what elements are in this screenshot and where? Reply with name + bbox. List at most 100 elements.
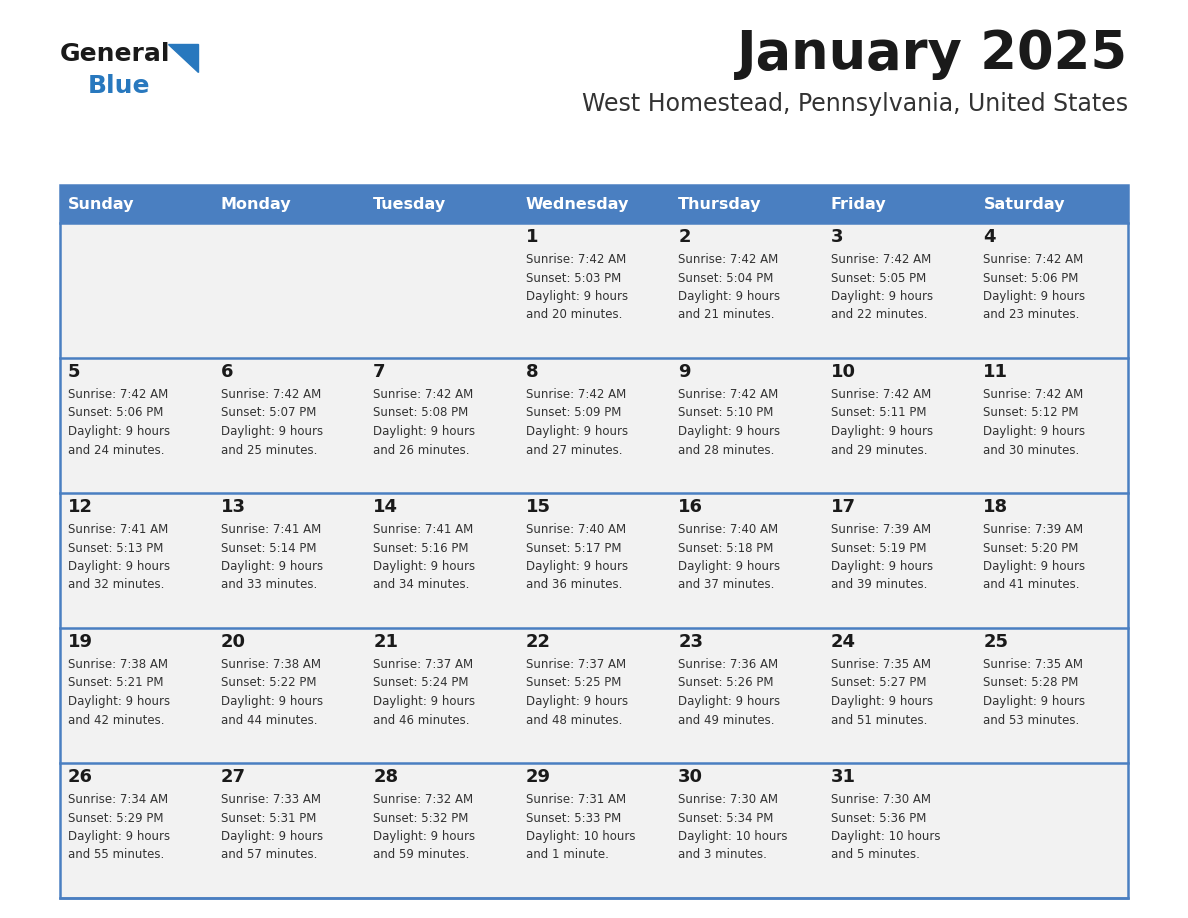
Text: Sunrise: 7:40 AM: Sunrise: 7:40 AM [678, 523, 778, 536]
Text: Sunrise: 7:39 AM: Sunrise: 7:39 AM [830, 523, 931, 536]
Text: 31: 31 [830, 768, 855, 786]
Text: Daylight: 9 hours: Daylight: 9 hours [526, 560, 627, 573]
Bar [823, 223, 975, 358]
Text: 9: 9 [678, 363, 690, 381]
Text: Daylight: 9 hours: Daylight: 9 hours [221, 830, 323, 843]
Bar [61, 223, 213, 358]
Text: Sunrise: 7:40 AM: Sunrise: 7:40 AM [526, 523, 626, 536]
Bar [518, 185, 670, 223]
Text: and 3 minutes.: and 3 minutes. [678, 848, 767, 861]
Text: Daylight: 9 hours: Daylight: 9 hours [678, 560, 781, 573]
Text: 30: 30 [678, 768, 703, 786]
Text: Thursday: Thursday [678, 196, 762, 211]
Bar [61, 358, 213, 493]
Text: 6: 6 [221, 363, 233, 381]
Bar [365, 185, 518, 223]
Text: Saturday: Saturday [984, 196, 1064, 211]
Bar [61, 185, 1127, 898]
Text: Sunset: 5:06 PM: Sunset: 5:06 PM [984, 272, 1079, 285]
Text: and 24 minutes.: and 24 minutes. [68, 443, 164, 456]
Text: 2: 2 [678, 228, 690, 246]
Text: Sunrise: 7:32 AM: Sunrise: 7:32 AM [373, 793, 473, 806]
Bar [213, 185, 365, 223]
Bar [975, 358, 1127, 493]
Text: Sunrise: 7:41 AM: Sunrise: 7:41 AM [68, 523, 169, 536]
Bar [975, 628, 1127, 763]
Text: Sunrise: 7:42 AM: Sunrise: 7:42 AM [526, 253, 626, 266]
Text: Sunrise: 7:38 AM: Sunrise: 7:38 AM [221, 658, 321, 671]
Text: Daylight: 9 hours: Daylight: 9 hours [68, 830, 170, 843]
Text: Tuesday: Tuesday [373, 196, 447, 211]
Text: Sunset: 5:13 PM: Sunset: 5:13 PM [68, 542, 164, 554]
Text: and 32 minutes.: and 32 minutes. [68, 578, 164, 591]
Bar [213, 493, 365, 628]
Text: Daylight: 9 hours: Daylight: 9 hours [373, 425, 475, 438]
Text: Sunset: 5:36 PM: Sunset: 5:36 PM [830, 812, 927, 824]
Text: Sunset: 5:33 PM: Sunset: 5:33 PM [526, 812, 621, 824]
Text: 4: 4 [984, 228, 996, 246]
Bar [61, 493, 213, 628]
Text: Sunday: Sunday [68, 196, 134, 211]
Bar [823, 628, 975, 763]
Text: Sunset: 5:10 PM: Sunset: 5:10 PM [678, 407, 773, 420]
Bar [975, 223, 1127, 358]
Text: 28: 28 [373, 768, 398, 786]
Text: Daylight: 9 hours: Daylight: 9 hours [68, 695, 170, 708]
Text: Sunset: 5:04 PM: Sunset: 5:04 PM [678, 272, 773, 285]
Text: 23: 23 [678, 633, 703, 651]
Text: Sunrise: 7:42 AM: Sunrise: 7:42 AM [678, 388, 778, 401]
Text: and 48 minutes.: and 48 minutes. [526, 713, 623, 726]
Text: Sunset: 5:11 PM: Sunset: 5:11 PM [830, 407, 927, 420]
Text: and 59 minutes.: and 59 minutes. [373, 848, 469, 861]
Text: Sunset: 5:19 PM: Sunset: 5:19 PM [830, 542, 927, 554]
Text: Monday: Monday [221, 196, 291, 211]
Text: Sunset: 5:20 PM: Sunset: 5:20 PM [984, 542, 1079, 554]
Bar [823, 185, 975, 223]
Text: Daylight: 9 hours: Daylight: 9 hours [984, 290, 1086, 303]
Text: Sunset: 5:08 PM: Sunset: 5:08 PM [373, 407, 468, 420]
Bar [823, 763, 975, 898]
Text: 15: 15 [526, 498, 551, 516]
Bar [518, 763, 670, 898]
Text: Sunrise: 7:38 AM: Sunrise: 7:38 AM [68, 658, 168, 671]
Text: West Homestead, Pennsylvania, United States: West Homestead, Pennsylvania, United Sta… [582, 92, 1127, 116]
Bar [61, 628, 213, 763]
Bar [975, 493, 1127, 628]
Text: Daylight: 9 hours: Daylight: 9 hours [221, 695, 323, 708]
Text: Sunrise: 7:42 AM: Sunrise: 7:42 AM [830, 388, 931, 401]
Text: Sunrise: 7:35 AM: Sunrise: 7:35 AM [830, 658, 931, 671]
Bar [365, 763, 518, 898]
Text: Sunset: 5:17 PM: Sunset: 5:17 PM [526, 542, 621, 554]
Text: and 29 minutes.: and 29 minutes. [830, 443, 928, 456]
Text: Daylight: 9 hours: Daylight: 9 hours [373, 695, 475, 708]
Text: 14: 14 [373, 498, 398, 516]
Text: Daylight: 9 hours: Daylight: 9 hours [221, 425, 323, 438]
Text: Sunset: 5:21 PM: Sunset: 5:21 PM [68, 677, 164, 689]
Text: Daylight: 9 hours: Daylight: 9 hours [526, 425, 627, 438]
Text: Sunrise: 7:35 AM: Sunrise: 7:35 AM [984, 658, 1083, 671]
Text: and 28 minutes.: and 28 minutes. [678, 443, 775, 456]
Text: 19: 19 [68, 633, 93, 651]
Text: Daylight: 9 hours: Daylight: 9 hours [830, 695, 933, 708]
Text: Daylight: 9 hours: Daylight: 9 hours [68, 560, 170, 573]
Text: and 44 minutes.: and 44 minutes. [221, 713, 317, 726]
Text: Daylight: 9 hours: Daylight: 9 hours [678, 290, 781, 303]
Text: Daylight: 9 hours: Daylight: 9 hours [68, 425, 170, 438]
Bar [975, 763, 1127, 898]
Bar [61, 185, 213, 223]
Text: Sunrise: 7:30 AM: Sunrise: 7:30 AM [678, 793, 778, 806]
Bar [213, 628, 365, 763]
Text: Sunrise: 7:42 AM: Sunrise: 7:42 AM [221, 388, 321, 401]
Text: 22: 22 [526, 633, 551, 651]
Text: General: General [61, 42, 171, 66]
Text: Daylight: 9 hours: Daylight: 9 hours [830, 290, 933, 303]
Bar [518, 493, 670, 628]
Text: Daylight: 9 hours: Daylight: 9 hours [984, 560, 1086, 573]
Text: 20: 20 [221, 633, 246, 651]
Text: Sunrise: 7:33 AM: Sunrise: 7:33 AM [221, 793, 321, 806]
Text: 8: 8 [526, 363, 538, 381]
Text: Sunset: 5:09 PM: Sunset: 5:09 PM [526, 407, 621, 420]
Text: and 23 minutes.: and 23 minutes. [984, 308, 1080, 321]
Text: Sunrise: 7:42 AM: Sunrise: 7:42 AM [984, 253, 1083, 266]
Text: Wednesday: Wednesday [526, 196, 630, 211]
